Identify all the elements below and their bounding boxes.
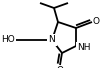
Text: NH: NH [77,42,91,51]
Text: O: O [57,66,64,68]
Text: N: N [49,35,55,44]
Text: HO: HO [1,35,15,44]
Text: O: O [93,17,100,26]
